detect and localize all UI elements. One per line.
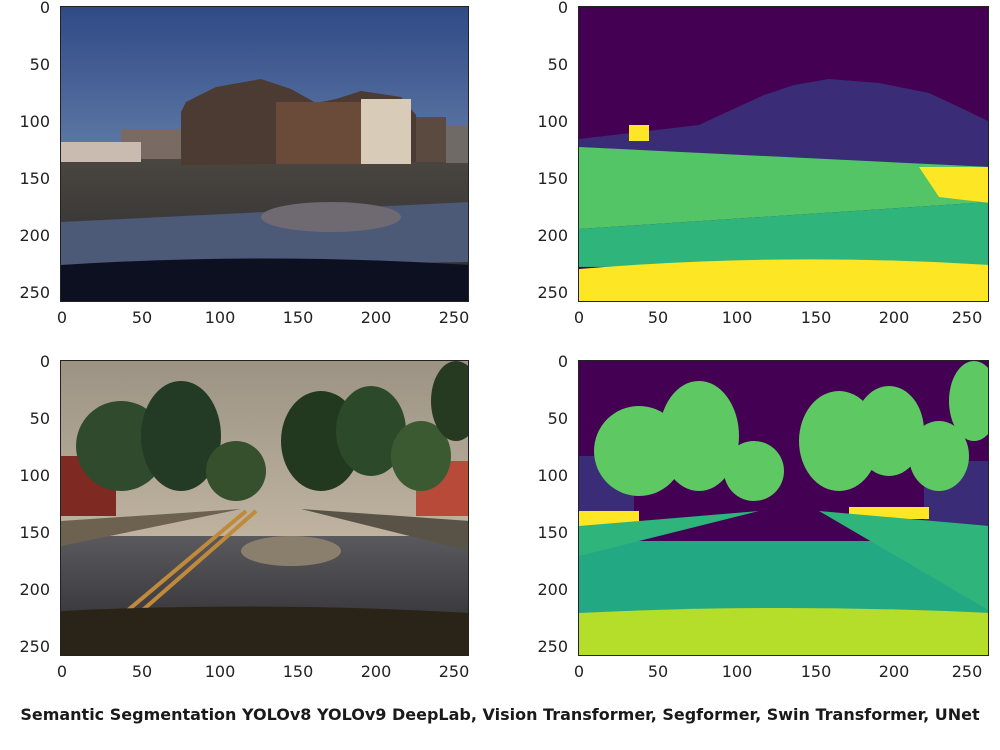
x-tick: 250 — [951, 308, 983, 327]
y-tick: 50 — [29, 409, 50, 428]
x-tick: 150 — [800, 662, 832, 681]
segmentation-street-trees — [578, 360, 989, 656]
y-tick: 200 — [537, 226, 568, 245]
x-tick: 200 — [878, 308, 910, 327]
photo-street-trees — [60, 360, 469, 656]
y-tick: 50 — [547, 55, 568, 74]
y-tick: 200 — [537, 580, 568, 599]
x-tick: 0 — [573, 662, 585, 681]
y-tick: 0 — [557, 352, 568, 371]
x-tick: 250 — [438, 308, 470, 327]
x-tick: 0 — [573, 308, 585, 327]
x-tick: 200 — [360, 662, 392, 681]
x-tick: 50 — [131, 308, 153, 327]
x-tick: 150 — [800, 308, 832, 327]
y-tick: 100 — [19, 112, 50, 131]
segmentation-street-day — [578, 6, 989, 302]
x-tick: 100 — [204, 308, 236, 327]
x-tick: 200 — [360, 308, 392, 327]
x-tick: 100 — [204, 662, 236, 681]
y-tick: 150 — [19, 169, 50, 188]
y-tick: 50 — [547, 409, 568, 428]
x-tick: 200 — [878, 662, 910, 681]
x-tick: 150 — [282, 662, 314, 681]
x-tick: 50 — [647, 308, 669, 327]
y-tick: 100 — [537, 112, 568, 131]
y-tick: 250 — [537, 283, 568, 302]
y-tick: 150 — [537, 523, 568, 542]
x-tick: 150 — [282, 308, 314, 327]
x-tick: 100 — [721, 662, 753, 681]
x-tick: 250 — [951, 662, 983, 681]
figure-caption: Semantic Segmentation YOLOv8 YOLOv9 Deep… — [20, 705, 980, 724]
y-tick: 100 — [19, 466, 50, 485]
y-tick: 250 — [19, 283, 50, 302]
y-tick: 0 — [557, 0, 568, 17]
x-tick: 50 — [647, 662, 669, 681]
y-tick: 0 — [39, 352, 50, 371]
y-tick: 150 — [537, 169, 568, 188]
y-tick: 0 — [39, 0, 50, 17]
photo-street-day — [60, 6, 469, 302]
x-tick: 250 — [438, 662, 470, 681]
y-tick: 100 — [537, 466, 568, 485]
x-tick: 50 — [131, 662, 153, 681]
x-tick: 100 — [721, 308, 753, 327]
y-tick: 150 — [19, 523, 50, 542]
x-tick: 0 — [56, 308, 68, 327]
y-tick: 200 — [19, 580, 50, 599]
y-tick: 200 — [19, 226, 50, 245]
x-tick: 0 — [56, 662, 68, 681]
y-tick: 250 — [19, 637, 50, 656]
y-tick: 50 — [29, 55, 50, 74]
y-tick: 250 — [537, 637, 568, 656]
